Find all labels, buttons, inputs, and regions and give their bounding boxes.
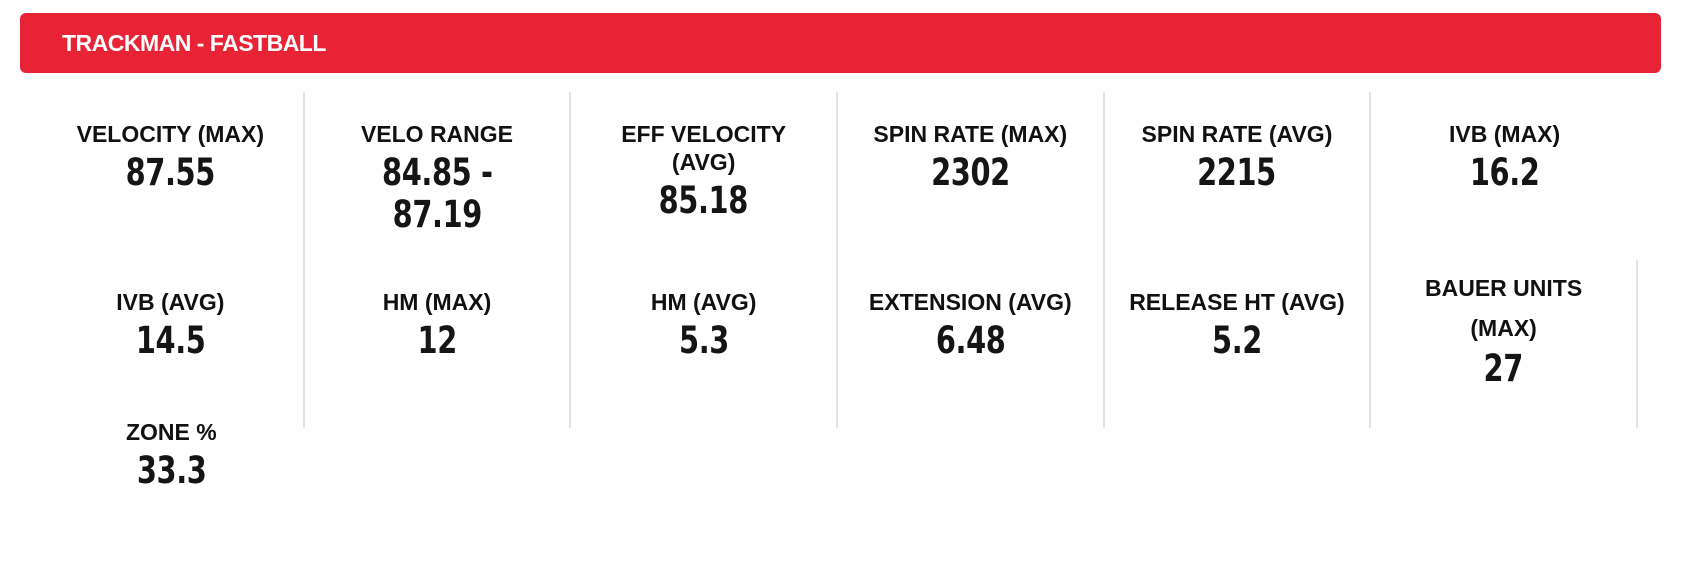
stat-value: 12 xyxy=(417,319,457,362)
stat-label: SPIN RATE (MAX) xyxy=(873,121,1068,147)
stat-eff-velocity-avg: EFF VELOCITY (AVG) 85.18 xyxy=(571,92,838,260)
stat-label: IVB (MAX) xyxy=(1449,121,1561,147)
stat-velocity-max: VELOCITY (MAX) 87.55 xyxy=(38,92,305,260)
stat-velo-range: VELO RANGE 84.85 - 87.19 xyxy=(305,92,572,260)
stat-label: VELO RANGE xyxy=(360,121,514,147)
stat-label: VELOCITY (MAX) xyxy=(76,121,265,147)
stat-value: 16.2 xyxy=(1469,151,1540,194)
stats-grid: VELOCITY (MAX) 87.55 VELO RANGE 84.85 - … xyxy=(38,92,1638,568)
stat-value: 84.85 - 87.19 xyxy=(381,151,493,236)
stat-spin-rate-max: SPIN RATE (MAX) 2302 xyxy=(838,92,1105,260)
stat-bauer-units-max: BAUER UNITS (MAX) 27 xyxy=(1371,260,1638,428)
stat-hm-avg: HM (AVG) 5.3 xyxy=(571,260,838,428)
stat-value: 2302 xyxy=(930,151,1010,194)
stat-label: EXTENSION (AVG) xyxy=(868,289,1072,315)
stat-release-ht-avg: RELEASE HT (AVG) 5.2 xyxy=(1105,260,1372,428)
stat-value: 5.3 xyxy=(678,319,729,362)
stat-value: 85.18 xyxy=(658,179,749,222)
stat-value: 27 xyxy=(1483,347,1524,390)
stat-label: HM (MAX) xyxy=(382,289,492,315)
stat-value: 33.3 xyxy=(136,449,207,492)
stat-label: IVB (AVG) xyxy=(116,289,225,315)
stat-label: RELEASE HT (AVG) xyxy=(1129,289,1345,315)
stat-label: BAUER UNITS (MAX) xyxy=(1425,275,1583,341)
stat-hm-max: HM (MAX) 12 xyxy=(305,260,572,428)
stat-value: 6.48 xyxy=(935,319,1006,362)
stat-label: EFF VELOCITY (AVG) xyxy=(621,121,787,175)
stat-value: 87.55 xyxy=(125,151,216,194)
stat-ivb-max: IVB (MAX) 16.2 xyxy=(1371,92,1638,260)
stat-zone-percent: ZONE % 33.3 xyxy=(38,418,305,568)
stat-label: SPIN RATE (AVG) xyxy=(1141,121,1333,147)
stat-spin-rate-avg: SPIN RATE (AVG) 2215 xyxy=(1105,92,1372,260)
stat-ivb-avg: IVB (AVG) 14.5 xyxy=(38,260,305,428)
stat-label: ZONE % xyxy=(125,419,217,445)
section-title: TRACKMAN - FASTBALL xyxy=(62,29,326,56)
stat-value: 2215 xyxy=(1197,151,1277,194)
stat-label: HM (AVG) xyxy=(650,289,757,315)
stat-extension-avg: EXTENSION (AVG) 6.48 xyxy=(838,260,1105,428)
section-header: TRACKMAN - FASTBALL xyxy=(20,13,1661,73)
stat-value: 14.5 xyxy=(135,319,206,362)
stat-value: 5.2 xyxy=(1211,319,1262,362)
